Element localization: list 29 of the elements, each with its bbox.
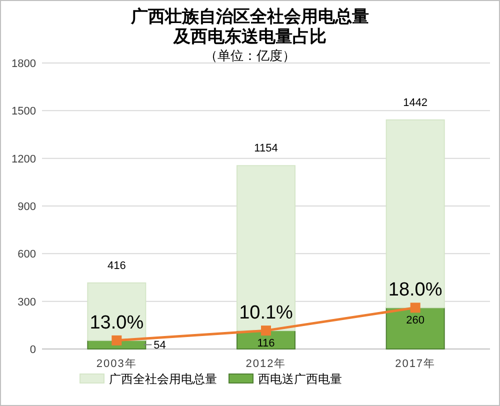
y-tick-label: 1800 [12, 58, 36, 70]
data-label: 116 [257, 338, 275, 350]
total-label: 1442 [403, 96, 428, 109]
legend-label: 广西全社会用电总量 [109, 372, 217, 386]
x-tick-label: 2012年 [246, 358, 286, 370]
annotation: 13.0% [90, 312, 144, 334]
y-tick-label: 900 [18, 201, 36, 213]
data-label: 260 [406, 314, 425, 327]
x-tick-label: 2003年 [96, 358, 137, 370]
y-tick-label: 0 [30, 344, 36, 356]
annotation: 10.1% [239, 302, 294, 324]
y-tick-label: 600 [18, 248, 36, 261]
bar [236, 165, 296, 332]
x-tick-label: 2017年 [395, 358, 436, 370]
point [261, 326, 271, 336]
y-tick-label: 300 [18, 296, 36, 308]
chart-subtitle: （单位：亿度） [204, 48, 296, 63]
y-tick-label: 1200 [12, 153, 36, 166]
chart-title: 广西壮族自治区全社会用电总量及西电东送电量占比 [130, 7, 369, 46]
bar [386, 307, 445, 350]
data-label: 54 [154, 340, 166, 352]
total-label: 1154 [254, 142, 278, 155]
bar [386, 119, 445, 308]
legend-label: 西电送广西电量 [258, 372, 342, 386]
point [112, 335, 122, 346]
total-label: 416 [107, 260, 126, 272]
y-tick-label: 1500 [12, 106, 36, 118]
point [410, 302, 420, 313]
annotation: 18.0% [388, 280, 442, 301]
